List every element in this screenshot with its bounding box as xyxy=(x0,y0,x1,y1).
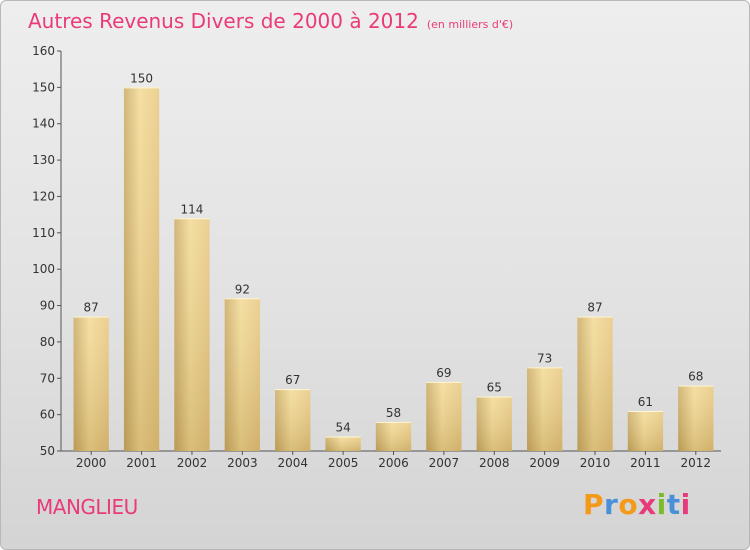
data-label: 58 xyxy=(386,406,401,420)
y-tick-label: 60 xyxy=(40,408,55,422)
y-tick-label: 70 xyxy=(40,371,55,385)
x-tick-label: 2012 xyxy=(681,456,712,470)
y-tick-label: 140 xyxy=(32,117,55,131)
x-tick-label: 2003 xyxy=(227,456,258,470)
y-tick-label: 160 xyxy=(32,44,55,58)
data-label: 114 xyxy=(181,202,204,216)
chart-unit: (en milliers d'€) xyxy=(426,18,514,31)
bar-shade xyxy=(476,396,512,451)
x-tick-label: 2004 xyxy=(277,456,308,470)
data-label: 73 xyxy=(537,351,552,365)
proxiti-logo: Proxiti xyxy=(583,488,691,521)
data-label: 65 xyxy=(487,380,502,394)
data-label: 69 xyxy=(436,366,451,380)
data-label: 92 xyxy=(235,282,250,296)
x-tick-label: 2010 xyxy=(580,456,611,470)
x-tick-label: 2000 xyxy=(76,456,107,470)
x-tick-label: 2009 xyxy=(529,456,560,470)
data-label: 68 xyxy=(688,370,703,384)
x-tick-label: 2001 xyxy=(126,456,157,470)
y-tick-label: 130 xyxy=(32,153,55,167)
bar-shade xyxy=(577,316,613,451)
bar-shade xyxy=(123,87,160,451)
bar-shade xyxy=(426,381,462,451)
bar-shade xyxy=(527,367,563,451)
y-tick-label: 90 xyxy=(40,299,55,313)
bar-shade xyxy=(174,218,210,451)
commune-name: MANGLIEU xyxy=(36,495,138,519)
x-tick-label: 2008 xyxy=(479,456,510,470)
x-tick-label: 2006 xyxy=(378,456,409,470)
x-tick-label: 2011 xyxy=(630,456,661,470)
y-tick-label: 150 xyxy=(32,80,55,94)
data-label: 87 xyxy=(587,300,602,314)
y-tick-label: 110 xyxy=(32,226,55,240)
bar-shade xyxy=(627,411,664,451)
y-tick-label: 120 xyxy=(32,189,55,203)
x-tick-label: 2002 xyxy=(177,456,208,470)
y-tick-label: 100 xyxy=(32,262,55,276)
data-label: 61 xyxy=(638,395,653,409)
x-tick-label: 2007 xyxy=(429,456,460,470)
data-label: 87 xyxy=(84,300,99,314)
chart-title-text: Autres Revenus Divers de 2000 à 2012 xyxy=(28,9,419,33)
data-label: 54 xyxy=(335,420,350,434)
bar-shade xyxy=(325,436,361,451)
bar-shade xyxy=(73,316,109,451)
x-tick-label: 2005 xyxy=(328,456,359,470)
data-label: 150 xyxy=(130,71,153,85)
bar-shade xyxy=(275,389,311,451)
y-tick-label: 50 xyxy=(40,444,55,458)
data-label: 67 xyxy=(285,373,300,387)
y-tick-label: 80 xyxy=(40,335,55,349)
bar-shade xyxy=(375,421,412,451)
bar-shade xyxy=(678,385,714,451)
chart-title: Autres Revenus Divers de 2000 à 2012 (en … xyxy=(28,9,513,33)
bar-shade xyxy=(224,298,260,451)
